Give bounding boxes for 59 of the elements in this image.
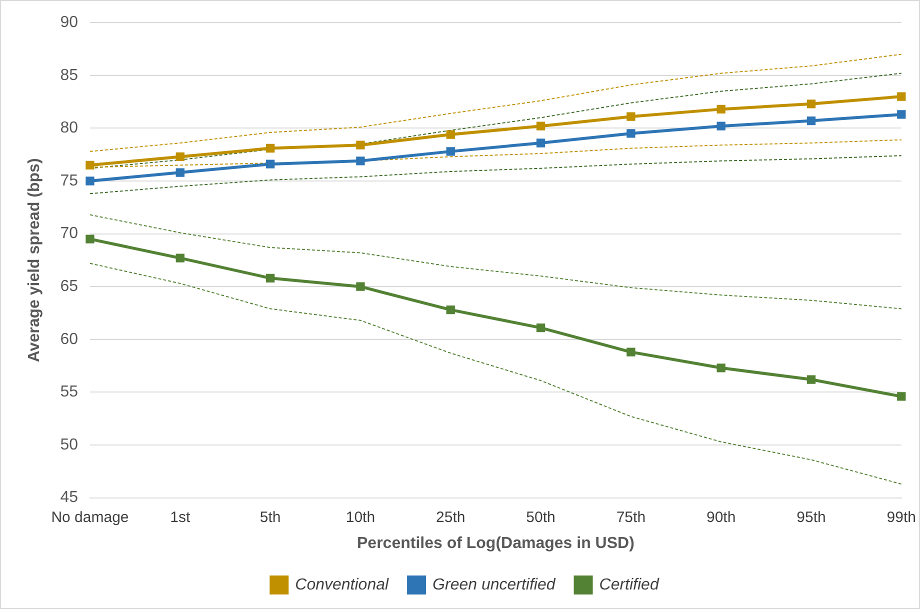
y-tick-label: 70 [60,225,78,242]
point [446,130,455,139]
x-tick-label: 99th [886,508,916,526]
point [176,254,184,262]
point [897,392,906,401]
y-tick-label: 80 [60,120,78,137]
point [626,129,636,138]
line-series [89,214,902,310]
y-tick-label: 50 [60,436,78,454]
point [86,176,94,186]
y-tick-label: 75 [60,172,78,190]
point [86,160,94,170]
point [806,375,816,384]
point [897,110,906,119]
point [626,348,636,356]
x-tick-label: 25th [436,508,466,526]
y-tick-label: 85 [60,66,78,84]
y-tick-label: 60 [60,330,78,348]
x-axis-title: Percentiles of Log(Damages in USD) [357,534,634,552]
point [806,116,816,126]
x-tick-label: 1st [170,508,191,526]
point [176,152,184,162]
point [716,104,726,114]
point [266,274,275,282]
y-tick-label: 55 [60,384,78,401]
y-tick-label: 45 [60,489,78,506]
line-series [89,54,902,152]
y-tick-label: 65 [60,278,78,296]
point [536,138,546,148]
point [806,100,816,108]
point [626,112,636,121]
legend-label: Green uncertified [432,576,556,594]
line-series [89,155,902,194]
point [266,144,275,153]
point [356,140,365,150]
legend-label: Certified [599,576,660,594]
point [356,156,365,166]
x-tick-label: 95th [796,508,826,526]
point [86,234,94,244]
point [266,160,275,168]
legend-label: Conventional [295,576,389,594]
x-tick-label: 10th [346,508,376,526]
point [897,92,906,101]
point [356,282,365,291]
line-series [89,262,902,485]
point [716,122,726,130]
point [446,147,455,156]
point [446,306,455,314]
y-tick-label: 90 [60,14,78,32]
point [536,122,546,130]
x-tick-label: 50th [526,508,556,526]
point [536,323,546,332]
point [716,364,726,372]
x-tick-label: 75th [616,508,646,526]
y-axis-title: Average yield spread (bps) [26,158,44,362]
x-tick-label: No damage [51,508,129,526]
x-tick-label: 5th [260,508,281,526]
x-tick-label: 90th [706,508,736,526]
point [176,168,184,177]
